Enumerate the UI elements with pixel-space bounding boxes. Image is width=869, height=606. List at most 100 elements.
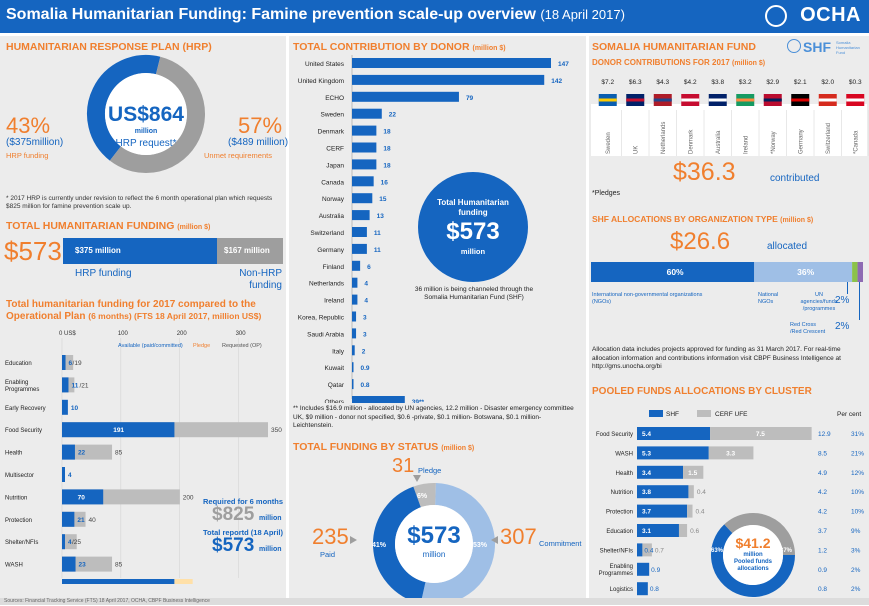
shf-donor-name: Australia xyxy=(716,130,722,154)
shf-alloc-total: $26.6 xyxy=(670,228,731,255)
donor-value-label: 11 xyxy=(374,247,381,254)
pooled-pct: 9% xyxy=(851,528,861,535)
pooled-shf-label: 3.8 xyxy=(642,489,651,496)
pooled-donut-hole xyxy=(723,525,783,585)
status-pledge-label: Pledge xyxy=(418,466,442,475)
hrp-unmet-pct: 57% xyxy=(238,113,283,138)
cluster-available-label: 11 xyxy=(71,382,78,389)
status-donut-slice xyxy=(373,486,427,604)
shf-pledges-note: *Pledges xyxy=(592,190,621,197)
donor-label: Italy xyxy=(332,348,345,355)
status-center-value: $573 xyxy=(407,522,461,549)
shf-flag-stripe xyxy=(708,98,727,102)
shf-donor-table: $7.2 Sweden $6.3 UK $4.3 Netherlands $4.2 Denma… xyxy=(591,79,869,156)
status-title-unit: (million $) xyxy=(441,445,475,452)
cluster-row-label: Health xyxy=(5,451,22,457)
footer-source: Sources: Financial Tracking Service (FTS… xyxy=(0,598,869,605)
donor-total-unit: million xyxy=(460,247,486,256)
pooled-cerf-label: 0.4 xyxy=(697,489,706,496)
donor-label: ECHO xyxy=(325,95,344,102)
shf-alloc-note: Allocation data includes projects approv… xyxy=(592,346,841,370)
donor-bar xyxy=(352,58,551,68)
shf-donor-amount: $7.2 xyxy=(601,79,614,86)
shf-alloc-pct: 36% xyxy=(797,267,814,277)
pooled-row-label: Health xyxy=(616,471,633,477)
donor-bar xyxy=(352,311,357,322)
reported-value: $573 xyxy=(212,535,255,556)
donor-label: Germany xyxy=(317,247,344,254)
hrp-center-value: US$864 xyxy=(108,103,184,126)
hrp-funding-bar-label: $375 million xyxy=(75,246,121,255)
pooled-row-label: WASH xyxy=(615,451,633,457)
donor-total-label: Total Humanitarian funding xyxy=(437,198,509,217)
reported-unit: million xyxy=(259,546,282,553)
total-funding-title-unit: (million $) xyxy=(177,224,211,231)
donor-value-label: 18 xyxy=(383,162,391,169)
status-donut: 41% 53% 6% xyxy=(372,483,495,605)
hrp-note: * 2017 HRP is currently under revision t… xyxy=(6,195,273,210)
shf-alloc-title: SHF ALLOCATIONS BY ORGANIZATION TYPE (mi… xyxy=(592,214,813,224)
hrp-funding-label: HRP funding xyxy=(75,268,132,279)
shf-donor-title: DONOR CONTRIBUTIONS FOR 2017 (million $) xyxy=(592,58,765,67)
pooled-shf-bar xyxy=(637,485,689,499)
cluster-required-bar xyxy=(62,355,74,370)
cluster-available-label: 22 xyxy=(78,450,86,457)
pooled-shf-label: 0.4 xyxy=(644,547,653,554)
shf-donor-title-unit: (million $) xyxy=(732,60,766,67)
donor-value-label: 147 xyxy=(558,61,569,68)
cluster-required-label: 350 xyxy=(271,427,282,434)
pooled-center-value: $41.2 xyxy=(735,535,771,551)
shf-logo-sub: Somalia Humanitarian Fund xyxy=(836,40,860,55)
shf-total: $36.3 xyxy=(673,158,736,186)
shf-alloc-total-label: allocated xyxy=(767,241,808,252)
cluster-row-label: Food Security xyxy=(5,428,42,434)
cluster-available-label: 191 xyxy=(113,427,124,434)
cluster-available-label: 10 xyxy=(71,405,79,412)
donor-bar xyxy=(352,260,361,271)
shf-alloc-segment xyxy=(591,262,755,282)
pooled-shf-bar xyxy=(637,446,709,460)
pooled-pct: 21% xyxy=(851,450,864,457)
pooled-chart: SHF CERF UFE Per cent Food Security 5.4 7.5 12… xyxy=(596,410,864,596)
cluster-legend-pledge: Pledge xyxy=(193,343,210,349)
status-pledge-value: 31 xyxy=(392,455,415,477)
pooled-pct: 3% xyxy=(851,547,861,554)
cluster-funding-title-1: Total humanitarian funding for 2017 comp… xyxy=(6,299,256,310)
shf-flag-stripe xyxy=(763,98,782,102)
pooled-shf-label: 3.7 xyxy=(642,509,651,516)
donor-bar xyxy=(352,379,354,390)
cluster-funding-title-2: Operational Plan (6 months) (FTS 18 Apri… xyxy=(6,311,261,322)
pooled-shf-bar xyxy=(637,562,650,576)
donor-label: Switzerland xyxy=(310,230,344,237)
hrp-funded-pct: 43% xyxy=(6,113,51,138)
pooled-legend-shf-swatch xyxy=(649,410,663,417)
un-emblem-icon xyxy=(765,5,787,27)
cluster-axis-tick: 200 xyxy=(177,331,188,337)
pooled-pct: 10% xyxy=(851,509,864,516)
donor-label: Sweden xyxy=(321,112,345,119)
pooled-shf-bar xyxy=(637,465,684,479)
donor-value-label: 39** xyxy=(412,399,425,403)
status-pct-pledge: 6% xyxy=(417,493,428,500)
pooled-donut-slice xyxy=(724,513,795,556)
hrp-funded-label: HRP funding xyxy=(6,151,49,160)
pooled-cerf-bar xyxy=(642,543,652,557)
pooled-total: 4.2 xyxy=(818,509,827,516)
total-funding-title-text: TOTAL HUMANITARIAN FUNDING xyxy=(6,220,175,232)
donor-footnote: ** Includes $16.9 million - allocated by… xyxy=(293,405,574,429)
hrp-donut-slice xyxy=(87,55,161,161)
pooled-cerf-bar xyxy=(678,524,688,537)
cluster-available-bar xyxy=(62,579,175,584)
donor-value-label: 16 xyxy=(381,179,389,186)
donor-value-label: 4 xyxy=(364,298,368,305)
cluster-row-label: Multisector xyxy=(5,473,34,479)
donor-bar xyxy=(352,142,377,153)
cluster-available-bar xyxy=(62,422,175,438)
status-commitment-label: Commitment xyxy=(539,539,582,548)
shf-donor-amount: $2.9 xyxy=(766,79,779,86)
shf-donor-amount: $2.0 xyxy=(821,79,834,86)
cluster-available-bar xyxy=(62,489,104,505)
cluster-required-label: /21 xyxy=(79,382,88,389)
cluster-row-label: Programmes xyxy=(5,387,39,393)
page-header: Somalia Humanitarian Funding: Famine pre… xyxy=(0,0,869,33)
